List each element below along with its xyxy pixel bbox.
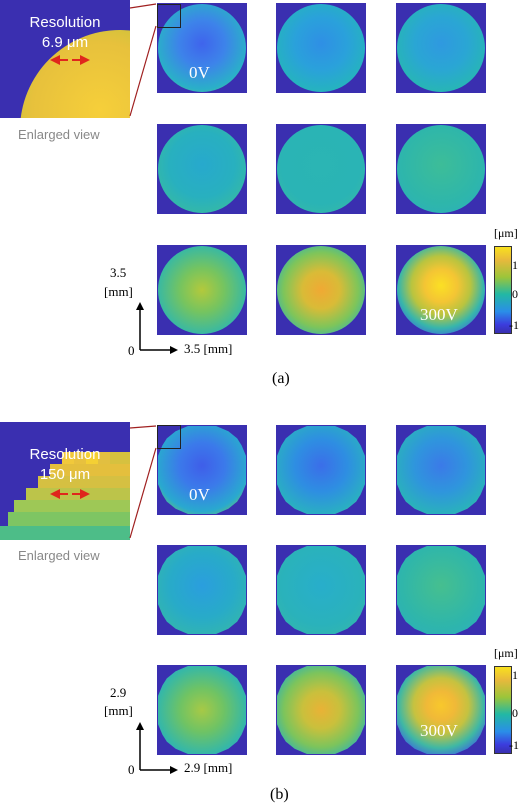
- surface-map: [396, 425, 486, 515]
- surface-map-0v: 0V: [157, 3, 247, 93]
- axis-origin: 0: [128, 343, 135, 358]
- surface-map: [276, 124, 366, 214]
- axis-y-value: 3.5: [110, 265, 127, 280]
- enlarged-view-inset-b: Resolution 150 μm: [0, 422, 130, 540]
- colorbar-unit: [μm]: [494, 226, 518, 240]
- zoom-connector: [129, 425, 157, 539]
- axis-arrows-icon: [136, 722, 178, 774]
- colorbar-tick: 0: [512, 287, 518, 301]
- surface-map: [276, 3, 366, 93]
- zoom-region-box: [157, 425, 181, 449]
- axis-arrows-icon: [136, 302, 178, 354]
- colorbar-tick: -1: [509, 738, 519, 752]
- surface-map: [396, 545, 486, 635]
- panel-caption-a: (a): [272, 370, 290, 387]
- surface-map-0v: 0V: [157, 425, 247, 515]
- colorbar-tick: 0: [512, 706, 518, 720]
- panel-caption-b: (b): [270, 786, 289, 803]
- axis-x-label: 2.9 [mm]: [184, 760, 233, 775]
- axis-y-unit: [mm]: [104, 703, 133, 718]
- surface-map: [276, 425, 366, 515]
- voltage-label-0v: 0V: [189, 63, 210, 82]
- enlarged-view-caption-b: Enlarged view: [18, 548, 100, 563]
- surface-map: [157, 545, 247, 635]
- surface-map: [157, 124, 247, 214]
- surface-map-300v: 300V: [396, 665, 486, 755]
- surface-map: [157, 245, 247, 335]
- axis-origin: 0: [128, 762, 135, 777]
- zoom-connector: [129, 3, 157, 117]
- inset-title: Resolution: [29, 446, 101, 463]
- colorbar-tick: 1: [512, 258, 518, 272]
- voltage-label-0v: 0V: [189, 485, 210, 504]
- inset-resolution-value: 6.9 μm: [41, 34, 89, 51]
- axis-y-value: 2.9: [110, 685, 127, 700]
- inset-resolution-value: 150 μm: [39, 466, 91, 483]
- surface-map-300v: 300V: [396, 245, 486, 335]
- pixel-staircase: [0, 452, 130, 540]
- resolution-arrows-icon: [50, 55, 90, 65]
- surface-map: [276, 245, 366, 335]
- colorbar: [494, 246, 512, 334]
- surface-map: [157, 665, 247, 755]
- surface-map: [276, 545, 366, 635]
- surface-map: [396, 3, 486, 93]
- colorbar-unit: [μm]: [494, 646, 518, 660]
- zoom-region-box: [157, 4, 181, 28]
- voltage-label-300v: 300V: [420, 305, 458, 324]
- colorbar-tick: -1: [509, 318, 519, 332]
- enlarged-view-inset-a: Resolution 6.9 μm: [0, 0, 130, 118]
- enlarged-view-caption-a: Enlarged view: [18, 127, 100, 142]
- resolution-arrows-icon: [50, 489, 90, 499]
- surface-map: [396, 124, 486, 214]
- colorbar-tick: 1: [512, 668, 518, 682]
- axis-y-unit: [mm]: [104, 284, 133, 299]
- axis-x-label: 3.5 [mm]: [184, 341, 233, 356]
- voltage-label-300v: 300V: [420, 721, 458, 740]
- colorbar: [494, 666, 512, 754]
- surface-map: [276, 665, 366, 755]
- inset-title: Resolution: [29, 14, 101, 31]
